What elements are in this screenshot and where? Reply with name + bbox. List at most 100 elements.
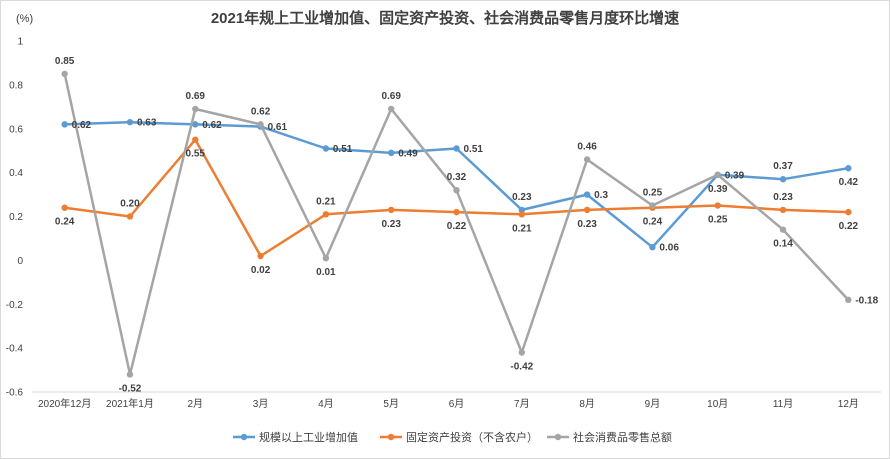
data-label: 0.55: [186, 149, 206, 160]
x-tick-label: 5月: [383, 398, 399, 410]
data-point: [126, 118, 134, 126]
data-label: 0.23: [773, 192, 793, 203]
y-tick-label: 0: [17, 256, 23, 267]
x-tick-label: 11月: [773, 398, 793, 410]
x-tick-label: 6月: [449, 398, 465, 410]
data-label: 0.49: [398, 148, 418, 159]
data-point: [192, 105, 199, 113]
data-label: 0.14: [773, 239, 793, 250]
y-axis-unit: (%): [16, 13, 33, 25]
chart-title: 2021年规上工业增加值、固定资产投资、社会消费品零售月度环比增速: [211, 9, 679, 27]
data-label: 0.06: [659, 243, 679, 254]
data-label: 0.3: [594, 190, 608, 201]
data-label: -0.42: [510, 362, 533, 373]
data-point: [779, 206, 787, 214]
data-label: 0.22: [447, 221, 467, 232]
legend: 规模以上工业增加值 固定资产投资（不含农户） 社会消费品零售总额: [233, 430, 672, 444]
x-tick-label: 8月: [579, 398, 595, 410]
data-label: 0.62: [202, 120, 222, 131]
y-tick-label: -0.4: [6, 344, 24, 355]
data-label: 0.69: [381, 91, 401, 102]
data-point: [453, 145, 460, 152]
data-point: [845, 296, 852, 304]
x-tick-labels: 2020年12月 2021年1月 2月 3月 4月 5月 6月 7月 8月 9月 10月 11月 12月: [38, 397, 859, 410]
x-tick-label: 7月: [514, 398, 530, 410]
data-label: 0.25: [708, 215, 728, 226]
y-tick-label: 0.2: [9, 212, 23, 223]
data-point: [61, 70, 68, 78]
data-point: [61, 121, 68, 128]
data-label: 0.85: [55, 56, 75, 67]
data-point: [845, 165, 852, 172]
data-label: 0.23: [512, 192, 532, 203]
data-label: 0.21: [512, 223, 532, 234]
data-label: 0.39: [725, 170, 745, 181]
data-point: [453, 208, 460, 216]
y-tick-label: -0.6: [6, 388, 24, 399]
data-label: 0.61: [268, 122, 288, 133]
data-label: 0.25: [643, 188, 663, 199]
y-tick-label: -0.2: [6, 300, 24, 311]
legend-label: 规模以上工业增加值: [259, 430, 358, 444]
data-point: [714, 202, 721, 209]
y-tick-label: 0.6: [9, 124, 23, 135]
data-point: [322, 211, 330, 218]
data-point: [322, 254, 330, 262]
x-tick-label: 3月: [253, 398, 269, 410]
data-point: [583, 206, 591, 214]
data-label: 0.69: [186, 91, 206, 102]
data-label: 0.23: [577, 219, 597, 230]
data-labels: 0.62 0.63 0.62 0.61 0.51 0.49 0.51 0.23 0.3 0.06 0…: [55, 56, 879, 395]
data-point: [845, 208, 852, 216]
data-point: [126, 371, 134, 378]
data-label: 0.20: [120, 199, 140, 210]
y-tick-label: 0.4: [9, 168, 23, 179]
data-label: 0.46: [577, 141, 597, 152]
data-label: 0.22: [839, 221, 859, 232]
data-label: 0.02: [251, 265, 271, 276]
data-label: 0.24: [643, 217, 663, 228]
data-label: 0.42: [839, 177, 859, 188]
data-point: [192, 136, 199, 143]
data-point: [257, 121, 264, 128]
data-label: 0.51: [464, 144, 484, 155]
data-point: [649, 244, 656, 251]
data-label: 0.32: [447, 172, 467, 183]
data-point: [61, 204, 68, 211]
data-point: [518, 211, 526, 218]
data-point: [126, 213, 134, 220]
data-label: 0.23: [381, 219, 401, 230]
x-tick-label: 2021年1月: [106, 397, 154, 410]
data-label: 0.37: [773, 161, 793, 172]
data-label: 0.39: [708, 184, 728, 195]
data-label: -0.52: [119, 383, 142, 394]
data-label: 0.01: [316, 267, 336, 278]
legend-marker: [240, 433, 248, 441]
data-point: [257, 252, 264, 260]
y-tick-label: 0.8: [9, 80, 23, 91]
series-group: [61, 70, 852, 378]
data-point: [779, 176, 787, 183]
legend-label: 固定资产投资（不含农户）: [406, 430, 538, 444]
x-tick-label: 9月: [645, 398, 661, 410]
data-point: [779, 226, 787, 233]
x-tick-label: 12月: [838, 398, 859, 410]
legend-marker: [554, 433, 562, 441]
data-label: 0.63: [137, 118, 157, 129]
data-point: [583, 191, 591, 198]
data-point: [387, 149, 395, 157]
legend-marker: [387, 433, 395, 441]
data-point: [714, 171, 721, 179]
data-point: [583, 156, 591, 163]
y-tick-labels: 1 0.8 0.6 0.4 0.2 0 -0.2 -0.4 -0.6: [6, 37, 24, 399]
data-label: 0.62: [72, 120, 92, 131]
data-label: 0.24: [55, 217, 75, 228]
data-point: [387, 105, 395, 113]
data-point: [192, 121, 199, 128]
data-point: [453, 186, 460, 194]
data-point: [387, 206, 395, 214]
legend-label: 社会消费品零售总额: [573, 430, 672, 444]
x-tick-label: 2020年12月: [38, 397, 91, 410]
